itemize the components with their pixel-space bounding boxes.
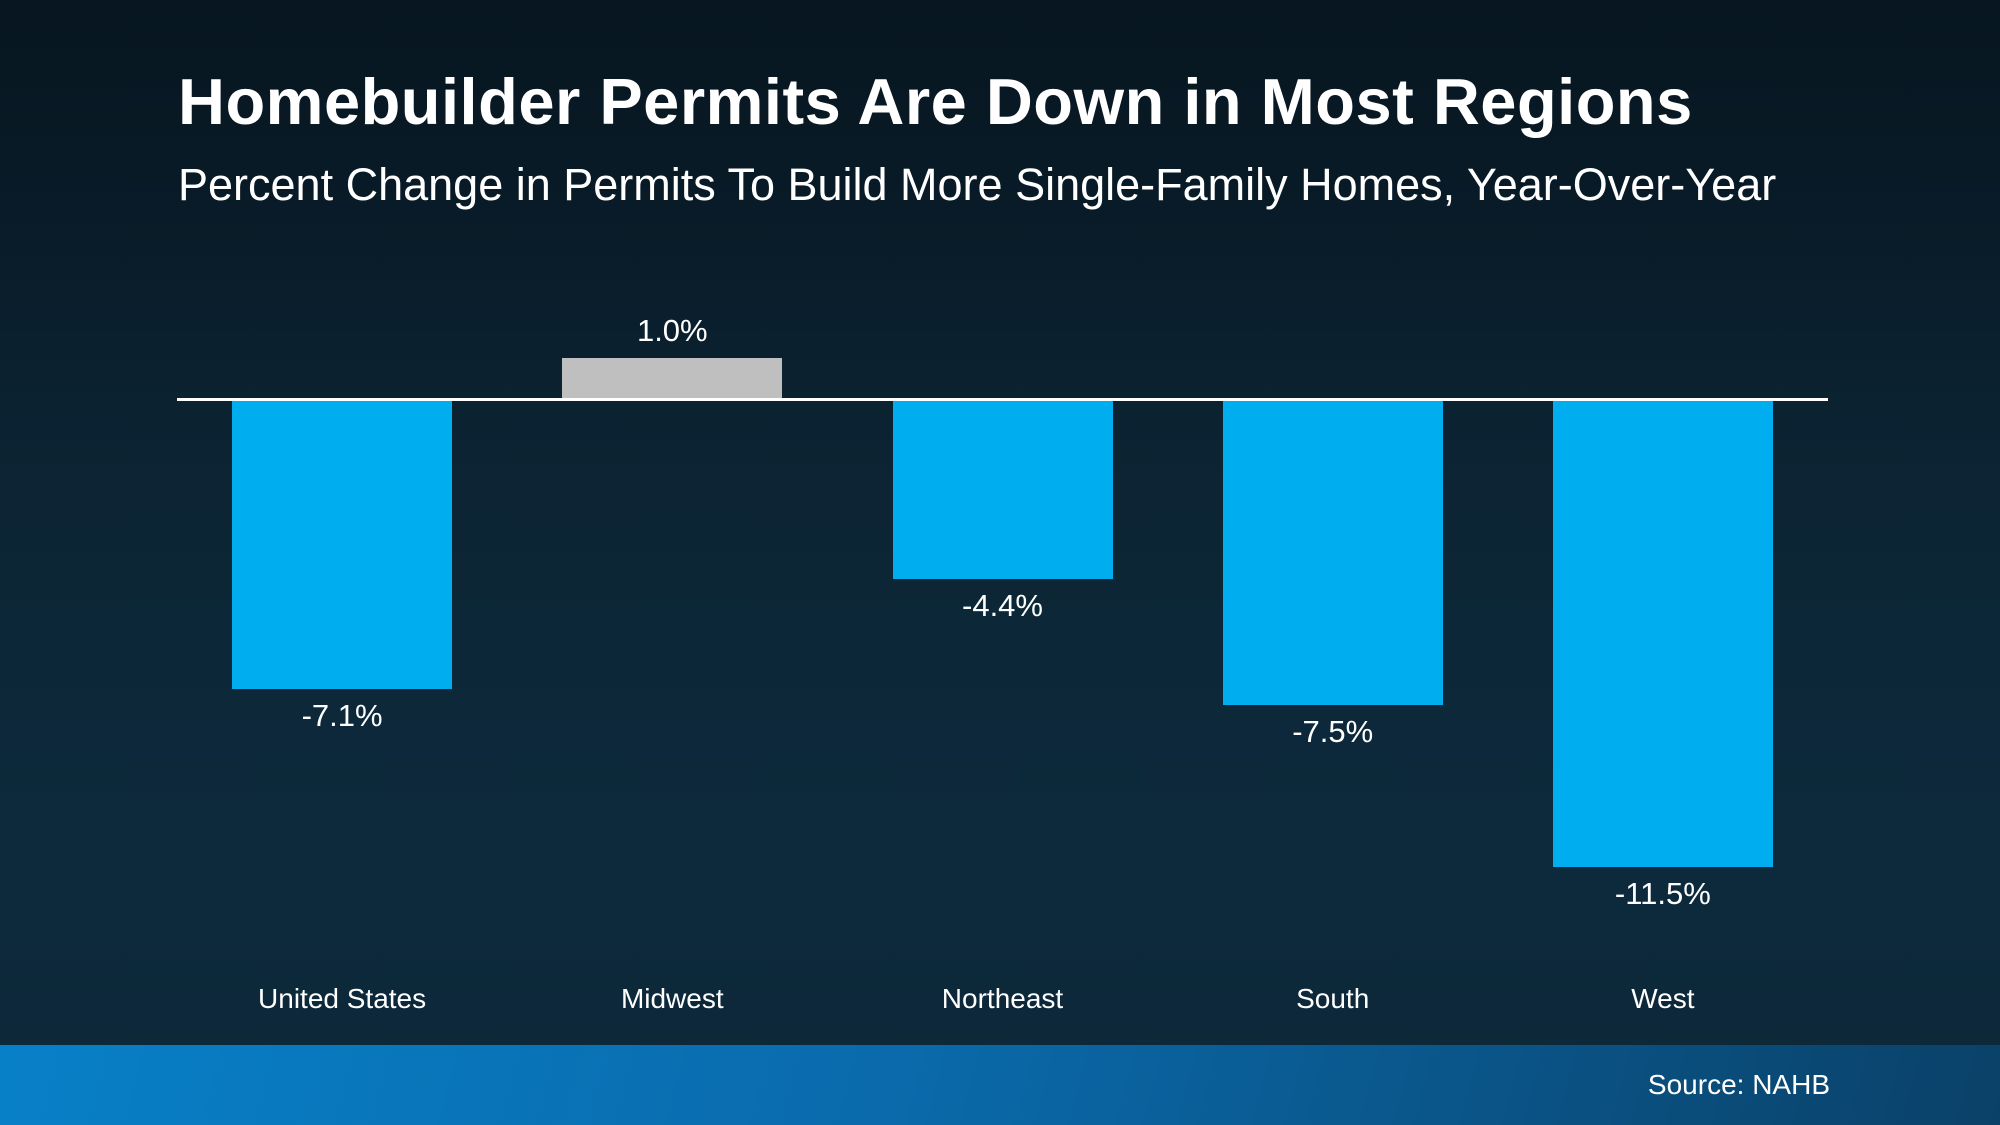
- value-label-midwest: 1.0%: [636, 312, 708, 348]
- value-label-united-states: -7.1%: [301, 697, 383, 733]
- category-label-united-states: United States: [258, 983, 427, 1014]
- page-title: Homebuilder Permits Are Down in Most Reg…: [178, 65, 1693, 138]
- bar-united-states: [232, 401, 453, 689]
- bar-west: [1552, 401, 1773, 867]
- zero-baseline: [177, 398, 1828, 401]
- plot-area: -7.1% United States 1.0% Midwest -4.4% Northe…: [177, 0, 1828, 1125]
- footer-bar: Source: NAHB: [0, 1045, 2000, 1125]
- category-label-south: South: [1296, 983, 1370, 1014]
- bar-midwest: [562, 357, 783, 398]
- category-label-midwest: Midwest: [620, 983, 724, 1014]
- bar-northeast: [892, 401, 1113, 580]
- category-label-northeast: Northeast: [941, 983, 1064, 1014]
- value-label-west: -11.5%: [1614, 875, 1711, 911]
- source-label: Source: NAHB: [1647, 1069, 1830, 1100]
- category-label-west: West: [1631, 983, 1695, 1014]
- value-label-northeast: -4.4%: [962, 588, 1043, 624]
- page-subtitle: Percent Change in Permits To Build More …: [178, 159, 1777, 210]
- value-label-south: -7.5%: [1292, 713, 1374, 749]
- bar-south: [1222, 401, 1443, 705]
